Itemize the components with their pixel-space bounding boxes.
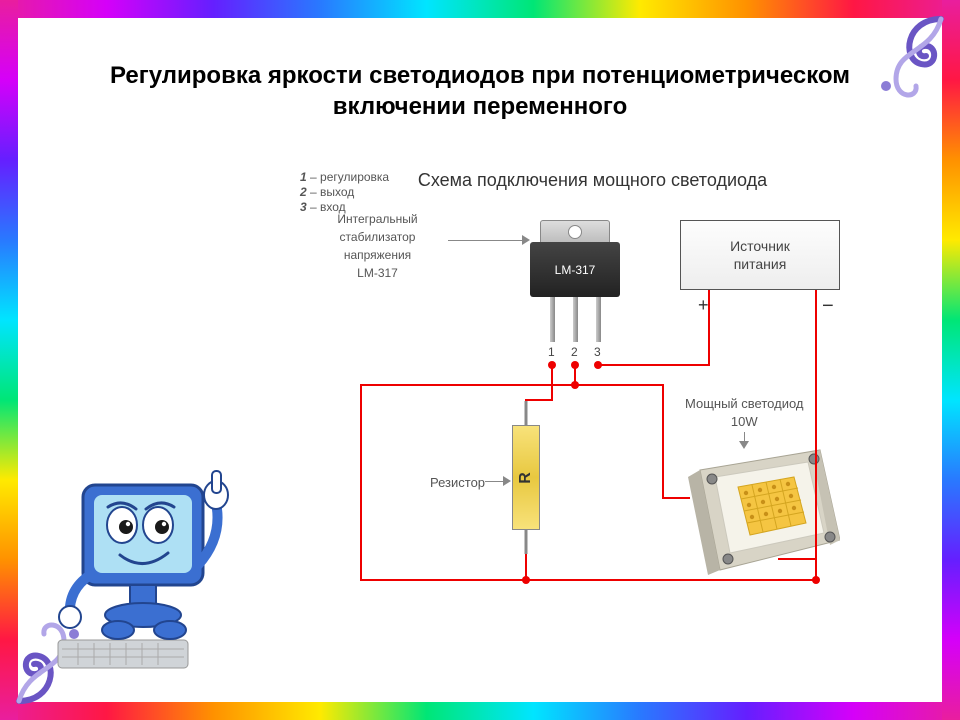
regulator-label: Интегральный стабилизатор напряжения LM-… [310,210,445,282]
power-supply-box: Источник питания [680,220,840,290]
led-label: Мощный светодиод 10W [685,395,804,431]
chip-body: LM-317 [530,242,620,297]
psu-minus-terminal: − [822,295,834,318]
pin-number-1: 1 [548,345,555,359]
pin-number-3: 3 [594,345,601,359]
psu-plus-terminal: + [698,295,709,316]
label-arrow [448,240,526,241]
slide-content: Регулировка яркости светодиодов при поте… [20,20,940,700]
slide-title: Регулировка яркости светодиодов при поте… [89,60,871,122]
resistor: R [512,425,540,530]
pin-number-2: 2 [571,345,578,359]
circuit-diagram: Схема подключения мощного светодиода Инт… [300,170,885,600]
resistor-label: Резистор [430,475,485,490]
computer-mascot-icon [48,465,238,675]
voltage-regulator-chip: LM-317 [530,220,620,340]
diagram-title: Схема подключения мощного светодиода [300,170,885,191]
